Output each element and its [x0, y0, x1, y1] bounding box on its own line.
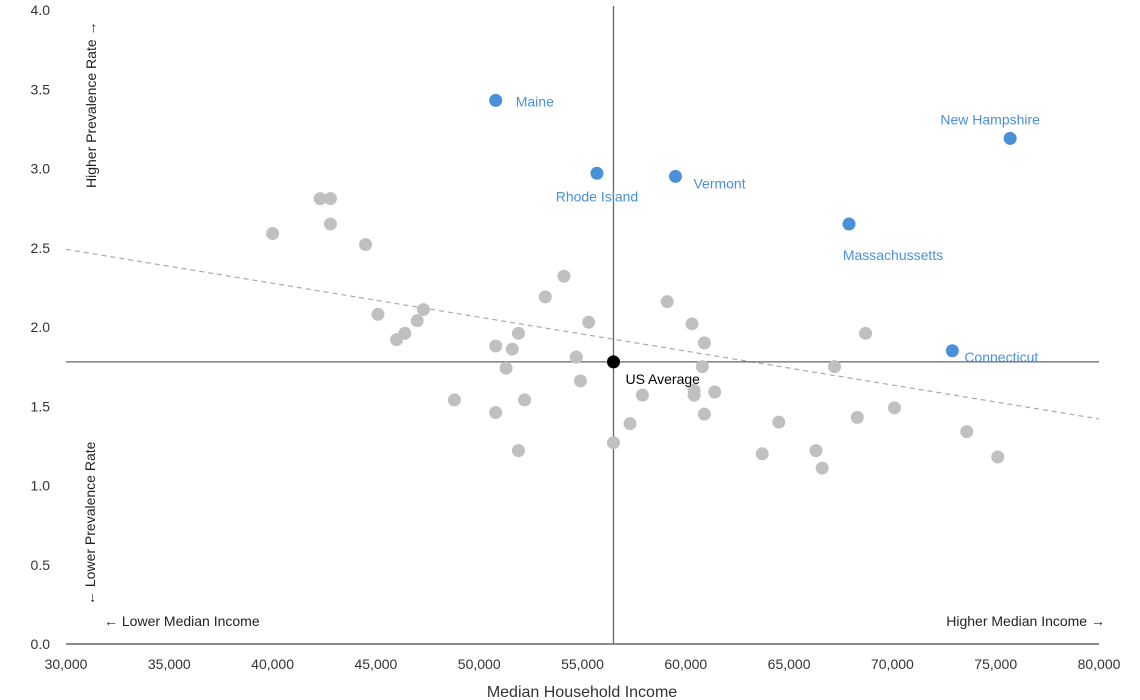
state-point: [511, 444, 525, 458]
x-tick-label: 65,000: [768, 656, 811, 672]
y-tick-label: 2.0: [31, 319, 51, 335]
y-tick-label: 4.0: [31, 2, 51, 18]
highlighted-state-label: Massachussetts: [843, 247, 943, 263]
x-tick-label: 30,000: [45, 656, 88, 672]
state-point: [447, 393, 461, 407]
state-point: [809, 444, 823, 458]
state-point: [499, 361, 513, 375]
trendline: [65, 248, 1100, 420]
x-tick-label: 40,000: [251, 656, 294, 672]
lower-income-label: ← Lower Median Income: [104, 613, 260, 629]
x-tick-label: 70,000: [871, 656, 914, 672]
state-point: [755, 447, 769, 461]
highlighted-state-label: Rhode Island: [556, 188, 639, 204]
state-point: [557, 269, 571, 283]
x-tick-label: 75,000: [974, 656, 1017, 672]
state-point: [505, 342, 519, 356]
x-tick-label: 60,000: [664, 656, 707, 672]
state-point: [323, 192, 337, 206]
highlighted-state-label: Maine: [516, 93, 554, 109]
highlighted-state-labels: Maine Rhode Island Vermont New Hampshire Mas…: [516, 93, 1040, 364]
state-point: [606, 436, 620, 450]
y-tick-labels: 0.0 0.5 1.0 1.5 2.0 2.5 3.0 3.5 4.0: [31, 2, 51, 652]
highlighted-states-points: [489, 93, 1017, 358]
y-tick-label: 0.0: [31, 636, 51, 652]
x-tick-label: 80,000: [1078, 656, 1121, 672]
highlighted-state-point: [1003, 131, 1017, 145]
state-point: [371, 307, 385, 321]
highlighted-state-point: [668, 169, 682, 183]
us-average-point: [606, 355, 620, 369]
highlighted-state-label: Connecticut: [964, 349, 1038, 365]
state-point: [695, 360, 709, 374]
state-point: [398, 326, 412, 340]
y-tick-label: 1.5: [31, 398, 51, 414]
highlighted-state-label: Vermont: [693, 175, 745, 191]
state-point: [518, 393, 532, 407]
state-point: [489, 339, 503, 353]
state-point: [489, 406, 503, 420]
higher-prevalence-label: Higher Prevalence Rate →: [83, 21, 99, 188]
y-tick-label: 1.0: [31, 478, 51, 494]
highlighted-state-label: New Hampshire: [940, 111, 1040, 127]
state-point: [815, 461, 829, 475]
state-point: [708, 385, 722, 399]
state-point: [685, 317, 699, 331]
y-tick-label: 3.5: [31, 81, 51, 97]
x-tick-label: 55,000: [561, 656, 604, 672]
other-states-points: [266, 192, 1005, 475]
x-tick-label: 45,000: [354, 656, 397, 672]
state-point: [991, 450, 1005, 464]
state-point: [538, 290, 552, 304]
highlighted-state-point: [945, 344, 959, 358]
highlighted-state-point: [489, 93, 503, 107]
state-point: [687, 388, 701, 402]
highlighted-state-point: [590, 166, 604, 180]
state-point: [582, 315, 596, 329]
lower-prevalence-label: ← Lower Prevalence Rate: [82, 441, 98, 605]
state-point: [416, 303, 430, 317]
y-tick-label: 3.0: [31, 161, 51, 177]
state-point: [772, 415, 786, 429]
us-average-label: US Average: [625, 371, 700, 387]
higher-income-label: Higher Median Income →: [946, 613, 1105, 629]
state-point: [323, 217, 337, 231]
state-point: [660, 295, 674, 309]
x-axis-title: Median Household Income: [487, 684, 677, 700]
x-tick-label: 50,000: [458, 656, 501, 672]
state-point: [313, 192, 327, 206]
state-point: [850, 410, 864, 424]
state-point: [828, 360, 842, 374]
state-point: [410, 314, 424, 328]
state-point: [635, 388, 649, 402]
state-point: [960, 425, 974, 439]
state-point: [697, 407, 711, 421]
state-point: [623, 417, 637, 431]
x-tick-label: 35,000: [148, 656, 191, 672]
state-point: [887, 401, 901, 415]
y-tick-label: 0.5: [31, 557, 51, 573]
state-point: [697, 336, 711, 350]
state-point: [359, 238, 373, 252]
state-point: [569, 350, 583, 364]
y-tick-label: 2.5: [31, 240, 51, 256]
state-point: [573, 374, 587, 388]
state-point: [859, 326, 873, 340]
highlighted-state-point: [842, 217, 856, 231]
x-tick-labels: 30,000 35,000 40,000 45,000 50,000 55,000 60,0…: [45, 656, 1121, 672]
state-point: [266, 226, 280, 240]
state-point: [511, 326, 525, 340]
